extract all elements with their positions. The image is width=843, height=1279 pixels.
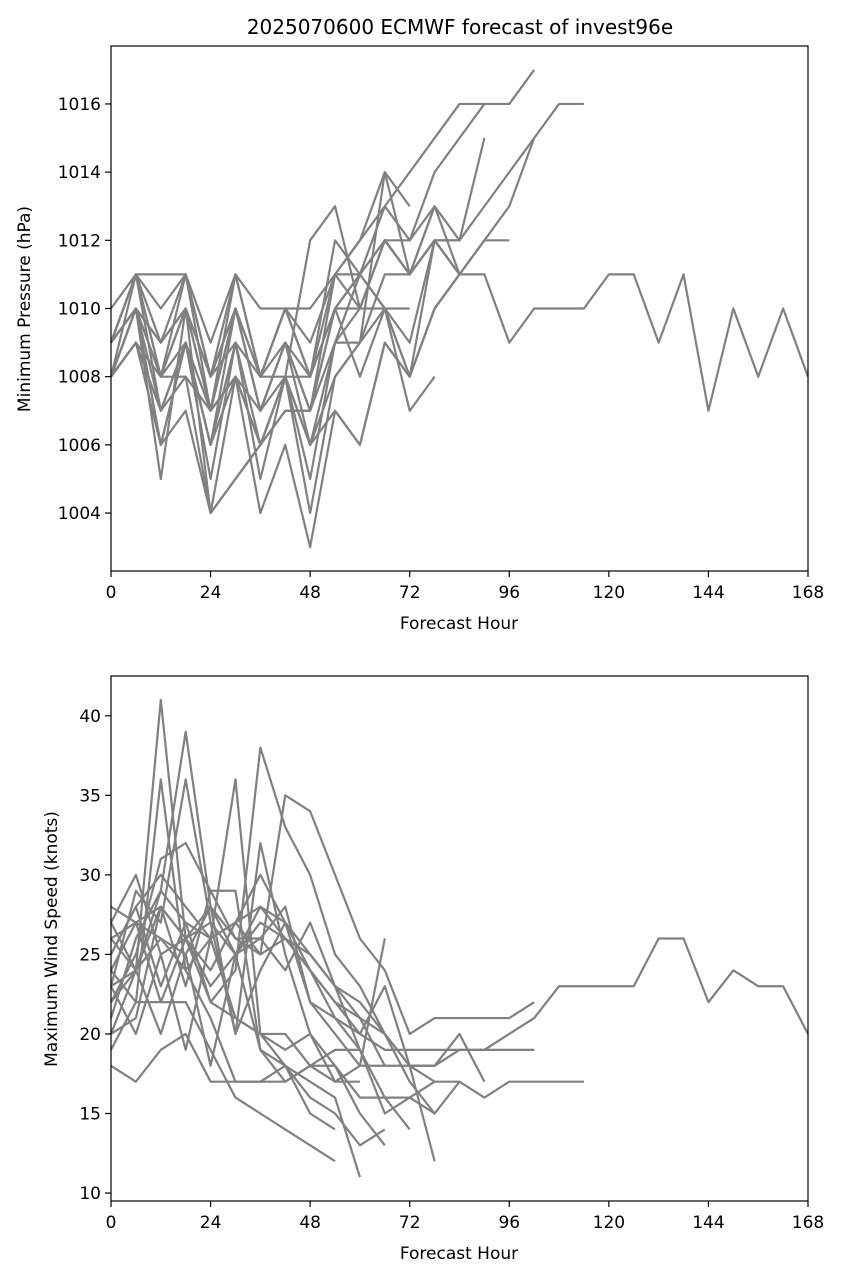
pressure-x-ticks: 0 24 48 72 96 120 144 168	[106, 571, 824, 603]
pressure-y-tick-label: 1010	[58, 300, 101, 320]
pressure-series-group	[109, 69, 810, 549]
wind-y-tick-label: 35	[79, 786, 101, 806]
pressure-series-line-2	[109, 69, 536, 412]
pressure-x-tick-label: 96	[498, 583, 520, 603]
pressure-series-line-17	[110, 273, 436, 515]
pressure-x-tick-label: 168	[792, 583, 824, 603]
chart-title: 2025070600 ECMWF forecast of invest96e	[247, 15, 673, 39]
wind-series-line-10	[110, 698, 436, 1162]
wind-series-line-15	[110, 889, 386, 1083]
wind-x-tick-label: 48	[299, 1213, 321, 1233]
wind-y-tick-label: 40	[79, 707, 101, 727]
pressure-y-tick-label: 1016	[58, 95, 101, 115]
wind-series-line-9	[110, 905, 436, 1083]
wind-y-ticks: 10 15 20 25 30 35 40	[79, 707, 111, 1204]
wind-series-line-16	[110, 905, 336, 1131]
wind-series-line-4	[110, 905, 535, 1051]
pressure-y-tick-label: 1012	[58, 231, 101, 251]
pressure-y-tick-label: 1006	[58, 436, 101, 456]
pressure-plot-frame	[110, 45, 809, 572]
pressure-y-axis-label: Minimum Pressure (hPa)	[15, 206, 35, 412]
wind-series-line-19	[110, 905, 386, 1067]
pressure-y-tick-label: 1014	[58, 163, 101, 183]
wind-series-line-5	[110, 873, 486, 1083]
pressure-y-ticks: 1004 1006 1008 1010 1012 1014 1016	[58, 95, 111, 524]
wind-series-line-12	[109, 778, 386, 1146]
pressure-series-line-16	[110, 273, 461, 515]
wind-series-group	[109, 698, 809, 1178]
wind-x-tick-label: 168	[792, 1213, 824, 1233]
pressure-x-tick-label: 120	[593, 583, 625, 603]
wind-series-line-17	[110, 937, 360, 1083]
wind-chart: 0 24 48 72 96 120 144 168 10 15 20 25 30 35 40 Foreca…	[42, 675, 824, 1264]
pressure-x-tick-label: 0	[106, 583, 117, 603]
wind-y-tick-label: 20	[79, 1025, 101, 1045]
wind-y-tick-label: 10	[79, 1184, 101, 1204]
wind-series-line-18	[110, 937, 360, 1083]
wind-series-line-7	[109, 730, 436, 1115]
pressure-series-line-15	[109, 205, 436, 378]
pressure-series-line-11	[109, 171, 411, 344]
pressure-series-line-5	[109, 103, 486, 378]
wind-x-tick-label: 96	[498, 1213, 520, 1233]
wind-x-tick-label: 24	[200, 1213, 222, 1233]
wind-x-tick-label: 72	[399, 1213, 421, 1233]
wind-series-line-2	[110, 794, 535, 1036]
pressure-x-tick-label: 24	[200, 583, 222, 603]
pressure-chart: 2025070600 ECMWF forecast of invest96e 0…	[15, 15, 824, 634]
wind-x-axis-label: Forecast Hour	[400, 1244, 518, 1264]
pressure-y-tick-label: 1004	[58, 504, 101, 524]
wind-plot-frame	[110, 675, 809, 1202]
wind-y-tick-label: 30	[79, 866, 101, 886]
wind-x-tick-label: 144	[692, 1213, 724, 1233]
pressure-x-axis-label: Forecast Hour	[400, 614, 518, 634]
wind-x-tick-label: 120	[593, 1213, 625, 1233]
pressure-x-tick-label: 144	[692, 583, 724, 603]
pressure-x-tick-label: 48	[299, 583, 321, 603]
wind-x-tick-label: 0	[106, 1213, 117, 1233]
wind-y-axis-label: Maximum Wind Speed (knots)	[42, 811, 62, 1067]
pressure-y-tick-label: 1008	[58, 368, 101, 388]
wind-y-tick-label: 25	[79, 945, 101, 965]
pressure-x-tick-label: 72	[399, 583, 421, 603]
pressure-series-line-6	[109, 137, 486, 446]
wind-y-tick-label: 15	[79, 1105, 101, 1125]
wind-x-ticks: 0 24 48 72 96 120 144 168	[106, 1201, 824, 1233]
